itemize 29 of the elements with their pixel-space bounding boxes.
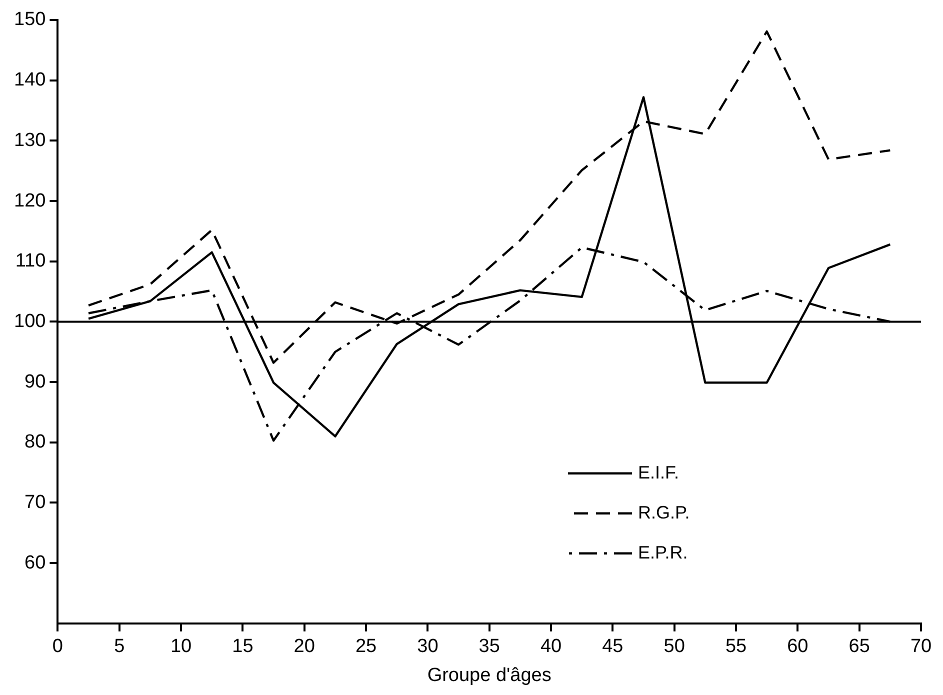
y-tick-label: 60 [24, 552, 46, 574]
x-tick-label: 35 [478, 636, 500, 658]
y-tick-label: 150 [14, 9, 46, 30]
x-tick-label: 25 [355, 636, 377, 658]
y-tick-label: 120 [14, 190, 46, 212]
x-tick-label: 30 [417, 636, 438, 658]
x-tick-label: 40 [540, 636, 562, 658]
x-tick-label: 70 [910, 636, 932, 658]
y-tick-label: 100 [14, 310, 46, 332]
x-tick-label: 10 [170, 636, 192, 658]
x-axis-title: Groupe d'âges [427, 664, 552, 686]
x-tick-label: 65 [848, 636, 870, 658]
x-tick-label: 20 [294, 636, 315, 658]
x-tick-label: 5 [114, 636, 125, 658]
legend-label: R.G.P. [638, 502, 690, 522]
x-tick-label: 0 [52, 636, 63, 658]
legend-label: E.I.F. [638, 462, 680, 482]
x-tick-label: 55 [725, 636, 747, 658]
y-tick-label: 70 [24, 492, 46, 513]
y-tick-label: 90 [24, 371, 46, 392]
y-tick-label: 80 [24, 432, 46, 453]
x-tick-label: 50 [664, 636, 685, 658]
x-tick-label: 60 [787, 636, 808, 658]
legend-label: E.P.R. [638, 542, 688, 562]
y-tick-label: 130 [14, 130, 46, 151]
x-tick-label: 45 [602, 636, 624, 658]
y-tick-label: 110 [15, 250, 46, 272]
y-tick-label: 140 [14, 70, 46, 91]
x-tick-label: 15 [232, 636, 254, 658]
